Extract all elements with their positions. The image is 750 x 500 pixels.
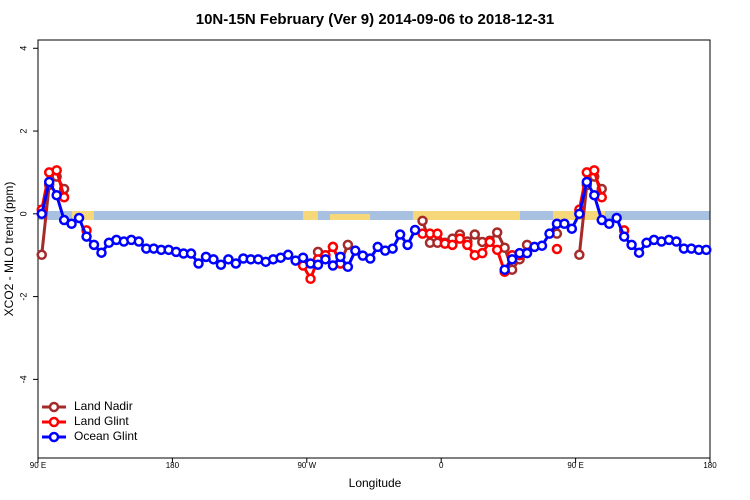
point xyxy=(671,236,682,247)
point xyxy=(477,247,488,259)
y-axis-label: XCO2 - MLO trend (ppm) xyxy=(2,182,16,317)
x-tick-label: 90 W xyxy=(297,461,316,470)
y-tick-label: 2 xyxy=(18,129,28,134)
point xyxy=(133,236,145,247)
point xyxy=(365,253,376,264)
point xyxy=(88,239,100,251)
point xyxy=(574,249,585,261)
x-tick-label: 90 E xyxy=(30,461,46,470)
y-tick-label: -4 xyxy=(18,375,28,383)
point xyxy=(320,254,331,265)
point xyxy=(626,239,637,251)
point xyxy=(447,239,458,251)
point xyxy=(185,248,197,259)
point xyxy=(223,254,234,265)
point xyxy=(36,208,47,220)
point xyxy=(387,243,398,254)
point xyxy=(327,241,339,253)
legend-label: Ocean Glint xyxy=(74,429,138,443)
point xyxy=(312,259,324,270)
point xyxy=(633,247,645,258)
point xyxy=(81,231,92,242)
point xyxy=(521,247,533,259)
point xyxy=(484,236,495,248)
y-tick-label: 4 xyxy=(18,46,28,51)
point xyxy=(66,218,77,230)
point xyxy=(618,231,630,242)
chart-title: 10N-15N February (Ver 9) 2014-09-06 to 2… xyxy=(196,11,555,28)
point xyxy=(432,228,443,239)
point xyxy=(73,212,85,224)
point xyxy=(394,229,406,240)
point xyxy=(417,215,428,227)
x-tick-label: 180 xyxy=(703,461,717,470)
point xyxy=(491,244,503,256)
point xyxy=(551,243,563,255)
point xyxy=(335,251,346,263)
point xyxy=(230,258,242,269)
point xyxy=(611,212,622,224)
y-tick-label: -2 xyxy=(18,293,28,301)
point xyxy=(43,176,55,188)
point xyxy=(350,245,361,256)
x-tick-label: 180 xyxy=(166,461,180,470)
point xyxy=(589,189,600,201)
point xyxy=(544,228,555,239)
point xyxy=(96,247,107,258)
point xyxy=(491,227,503,238)
x-axis-label: Longitude xyxy=(349,476,402,490)
point xyxy=(402,239,413,251)
point xyxy=(193,258,204,269)
point xyxy=(589,165,600,176)
point xyxy=(282,249,294,261)
point xyxy=(208,254,219,265)
point xyxy=(603,218,615,230)
point xyxy=(536,240,548,251)
point xyxy=(215,259,227,270)
point xyxy=(559,218,570,230)
y-tick-label: 0 xyxy=(18,211,28,216)
point xyxy=(51,189,62,201)
point xyxy=(499,264,510,275)
point xyxy=(469,229,481,240)
point xyxy=(297,252,309,263)
point xyxy=(342,261,354,273)
point xyxy=(574,208,585,220)
legend-marker xyxy=(48,416,60,428)
point xyxy=(305,273,316,285)
point xyxy=(454,233,466,244)
point xyxy=(581,176,593,188)
point xyxy=(409,224,421,236)
point xyxy=(701,244,712,256)
point xyxy=(327,260,339,271)
x-tick-label: 0 xyxy=(439,461,444,470)
point xyxy=(36,249,47,261)
legend-label: Land Glint xyxy=(74,414,129,428)
point xyxy=(342,239,354,251)
x-tick-label: 90 E xyxy=(567,461,583,470)
point xyxy=(462,239,473,251)
legend-marker xyxy=(48,401,60,413)
point xyxy=(506,254,518,265)
point xyxy=(566,223,578,234)
legend-label: Land Nadir xyxy=(74,399,133,413)
point xyxy=(51,165,62,176)
legend-marker xyxy=(48,431,60,443)
